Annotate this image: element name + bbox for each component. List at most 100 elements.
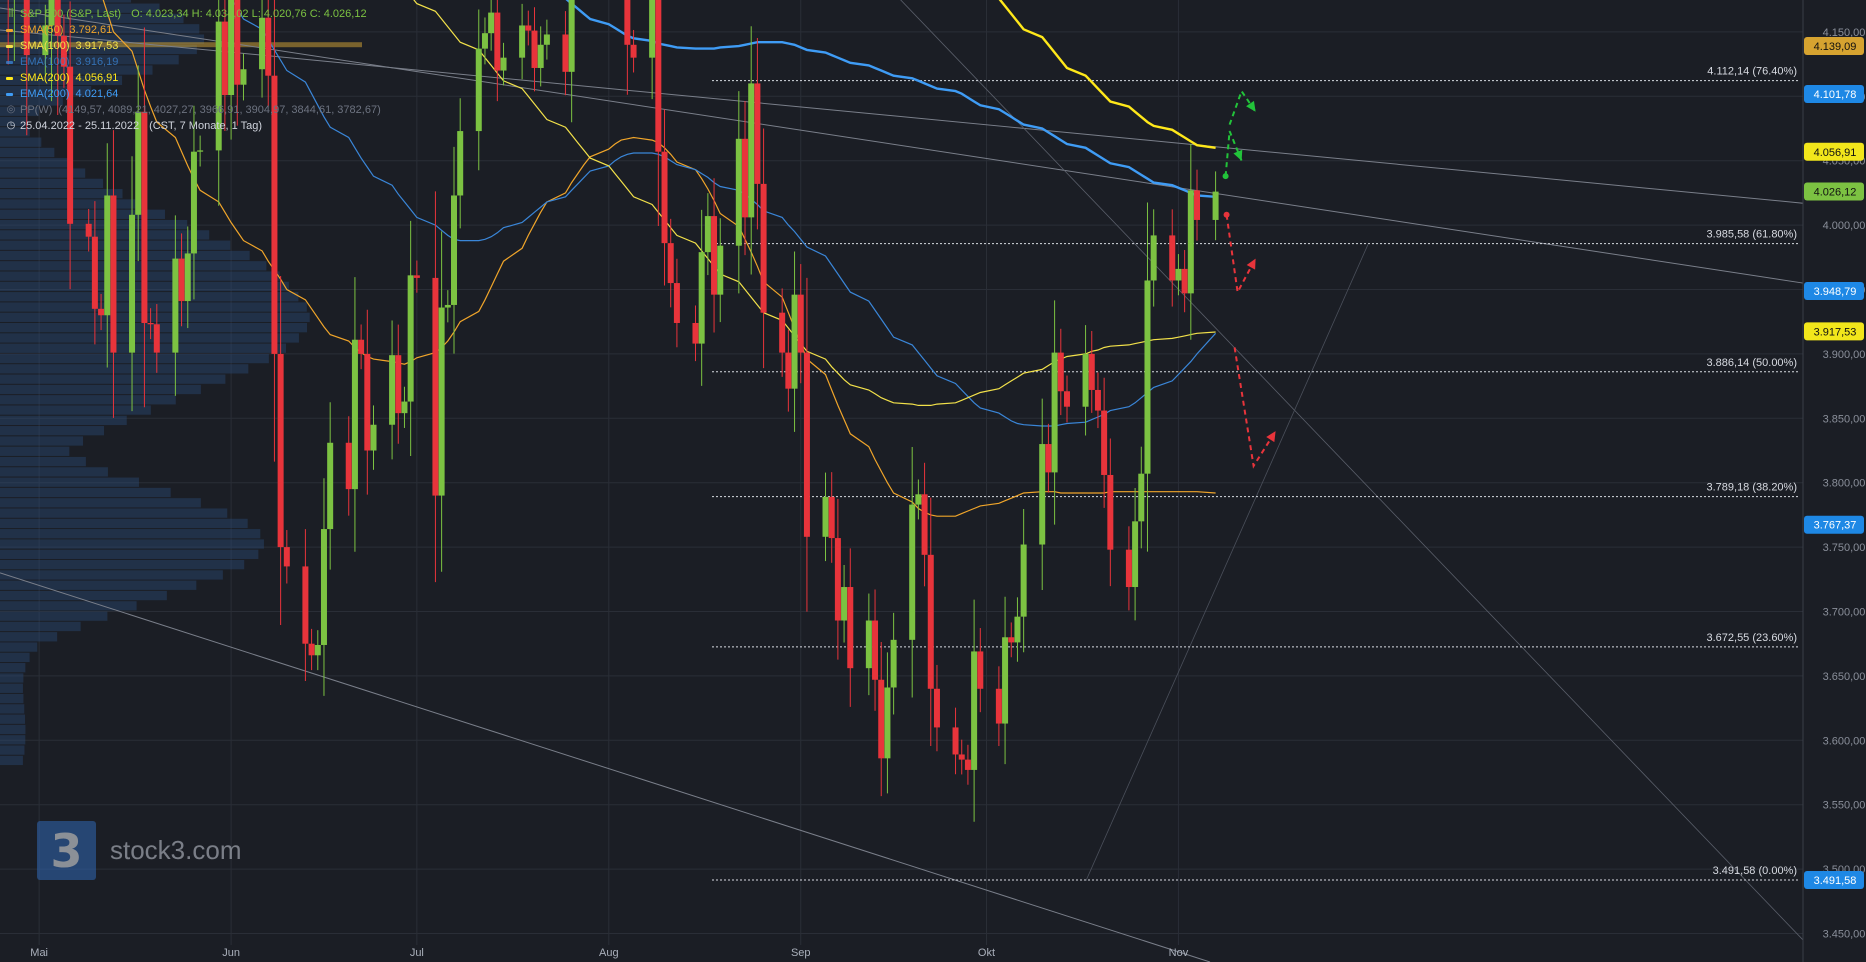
price-tag [1804,322,1864,341]
indicator-label: EMA(100) [20,56,70,68]
legend-range-row[interactable]: ◷ 25.04.2022 - 25.11.2022 (CST, 7 Monate… [6,118,381,134]
symbol-name: S&P 500 (S&P, Last) [20,8,122,20]
indicator-swatch [6,76,13,80]
candle-body [1125,549,1132,588]
candle-body [1020,544,1027,617]
candle-body [215,21,222,151]
legend-symbol-row[interactable]: ⫼ S&P 500 (S&P, Last) O: 4.023,34 H: 4.0… [6,6,381,22]
candle-body [184,253,191,302]
price-axis[interactable]: 4.550,004.500,004.450,004.400,004.350,00… [1802,0,1866,962]
candle-body [537,44,544,68]
candle-body [314,644,321,656]
profile-bar [0,477,139,487]
candle-body [1194,190,1201,220]
candle-body [884,687,891,759]
profile-bar [0,147,55,158]
candle-body [110,195,117,353]
candle-body [395,355,402,414]
date-range: 25.04.2022 - 25.11.2022 [20,120,140,132]
profile-bar [0,353,269,364]
profile-bar [0,415,127,426]
candle-body [500,57,507,71]
candle-body [475,48,482,132]
candle-body [1187,190,1194,294]
indicator-label: SMA(50) [20,24,64,36]
price-tick-label: 4.150,00 [1823,27,1866,39]
ema200-line [565,0,1216,198]
candle-body [60,35,67,67]
profile-bar [0,178,104,189]
candle-body [1039,444,1046,545]
legend-indicator-row[interactable]: SMA(100) 3.917,53 [6,38,381,54]
profile-bar [0,250,250,261]
legend-indicator-row[interactable]: EMA(100) 3.916,19 [6,54,381,70]
candle-body [760,183,767,313]
profile-bar [0,621,81,632]
bear-arrow-origin [1223,211,1230,218]
price-tag [1804,36,1864,55]
time-axis[interactable]: Mai Jun Jul Aug Sep Okt Nov [30,947,1188,959]
ohlc-values: O: 4.023,34 H: 4.034,02 L: 4.020,76 C: 4… [131,8,367,20]
profile-bar [0,168,86,178]
candle-body [1051,352,1058,473]
profile-bar [0,518,248,529]
candle-body [48,0,55,26]
profile-bar [0,693,24,704]
profile-bar [0,539,264,549]
price-tag-label: 4.139,09 [1814,41,1857,53]
legend-indicator-row[interactable]: EMA(200) 4.021,64 [6,86,381,102]
candle-body [413,275,420,278]
candle-body [91,236,98,309]
legend-indicator-row[interactable]: SMA(200) 4.056,91 [6,70,381,86]
profile-bar [0,601,137,611]
candle-body [958,754,965,760]
price-tick-label: 3.550,00 [1823,800,1866,812]
candle-body [791,294,798,389]
candle-body [543,34,550,45]
candle-body [525,25,532,31]
candle-body [23,0,30,56]
sma100-line [413,0,1216,406]
candle-body [1063,391,1070,407]
price-tag-label: 3.917,53 [1814,326,1857,338]
candle-body [265,17,272,76]
range-info: (CST, 7 Monate, 1 Tag) [149,120,262,132]
candle-body [754,83,761,184]
candle-body [457,131,464,196]
profile-bar [0,395,176,405]
profile-bar [0,3,160,13]
candle-body [1045,444,1052,473]
candle-body [438,307,445,496]
candle-body [995,688,1002,724]
candle-body [847,587,854,669]
candle-body [172,258,179,353]
candle-body [197,150,204,152]
candle-body [673,283,680,323]
candle-body [872,620,879,680]
indicator-value: 4.021,64 [75,88,119,100]
candle-body [42,25,49,56]
price-tag-label: 3.491,58 [1814,875,1857,887]
candle-body [797,294,804,353]
candle-body [977,651,984,689]
fib-level-label: 3.886,14 (50.00%) [1706,357,1797,369]
candle-body [1107,474,1114,550]
candle-body [1008,637,1015,643]
bull-arrow-1-head [1233,149,1243,161]
profile-bar [0,559,245,570]
candle-body [444,304,451,308]
price-tick-label: 3.750,00 [1823,542,1866,554]
profile-bar [0,322,308,333]
profile-bar [0,632,58,642]
profile-bar [0,44,197,55]
candle-body [742,138,749,218]
legend-pivot-row[interactable]: ◎ PP(W) (4149,57, 4089,21, 4027,27, 3966… [6,102,381,118]
legend-indicator-row[interactable]: SMA(50) 3.792,61 [6,22,381,38]
time-tick-label: Sep [791,947,811,959]
candle-body [779,312,786,353]
candle-body [1094,389,1101,411]
profile-bar [0,219,188,230]
profile-bar [0,189,123,199]
fib-level-label: 3.985,58 (61.80%) [1706,229,1797,241]
